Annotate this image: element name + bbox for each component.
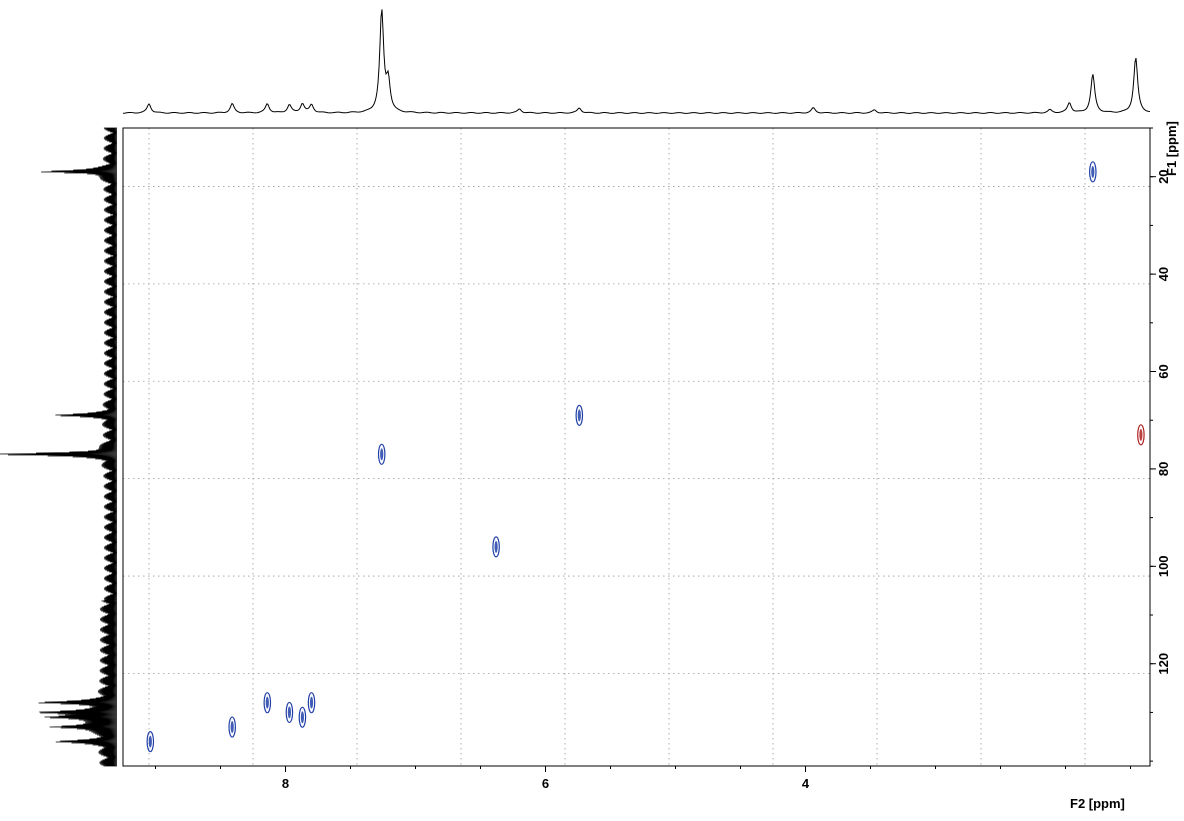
cross-peak bbox=[285, 701, 294, 724]
cross-peak bbox=[146, 731, 155, 753]
cross-peak bbox=[298, 706, 307, 728]
cross-peak bbox=[228, 716, 237, 738]
cross-peak-core bbox=[148, 735, 152, 748]
x-tick-label: 4 bbox=[802, 776, 810, 791]
y-axis-ticks: 20 40 60 80 100 120 bbox=[1150, 127, 1171, 762]
cross-peak bbox=[492, 536, 500, 558]
cross-peak-core bbox=[577, 409, 581, 422]
x-tick-label: 8 bbox=[282, 776, 289, 791]
y-tick-label: 60 bbox=[1156, 364, 1171, 378]
cross-peak-core bbox=[309, 696, 314, 709]
y-axis-label: F1 [ppm] bbox=[1164, 121, 1179, 176]
x-tick-label: 6 bbox=[542, 776, 549, 791]
cross-peaks bbox=[146, 161, 1145, 753]
cross-peak-core bbox=[380, 448, 384, 461]
cross-peak-core bbox=[265, 696, 269, 709]
cross-peak bbox=[1137, 424, 1145, 446]
cross-peak-core bbox=[300, 711, 304, 724]
cross-peak bbox=[575, 404, 584, 426]
y-tick-label: 100 bbox=[1156, 555, 1171, 577]
grid-lines bbox=[123, 128, 1150, 766]
cross-peak-core bbox=[230, 721, 234, 734]
cross-peak bbox=[377, 443, 386, 465]
f2-projection-spectrum bbox=[122, 9, 1151, 114]
y-tick-label: 80 bbox=[1156, 462, 1171, 476]
f2-projection-trace bbox=[122, 9, 1151, 114]
cross-peak-core bbox=[1139, 428, 1143, 441]
cross-peak bbox=[1089, 161, 1097, 183]
f1-projection-spectrum bbox=[0, 127, 118, 767]
plot-frame bbox=[122, 127, 1151, 767]
x-axis-ticks: 8 6 4 bbox=[155, 766, 1131, 791]
y-tick-label: 120 bbox=[1156, 653, 1171, 675]
cross-peak bbox=[307, 692, 316, 714]
cross-peak bbox=[263, 692, 272, 714]
cross-peak-core bbox=[494, 540, 498, 553]
x-axis-label: F2 [ppm] bbox=[1070, 796, 1125, 811]
f1-projection-trace bbox=[0, 127, 118, 767]
cross-peak-core bbox=[287, 706, 291, 719]
cross-peak-core bbox=[1091, 165, 1095, 178]
y-tick-label: 40 bbox=[1156, 267, 1171, 281]
y-tick-label: 20 bbox=[1156, 169, 1171, 183]
